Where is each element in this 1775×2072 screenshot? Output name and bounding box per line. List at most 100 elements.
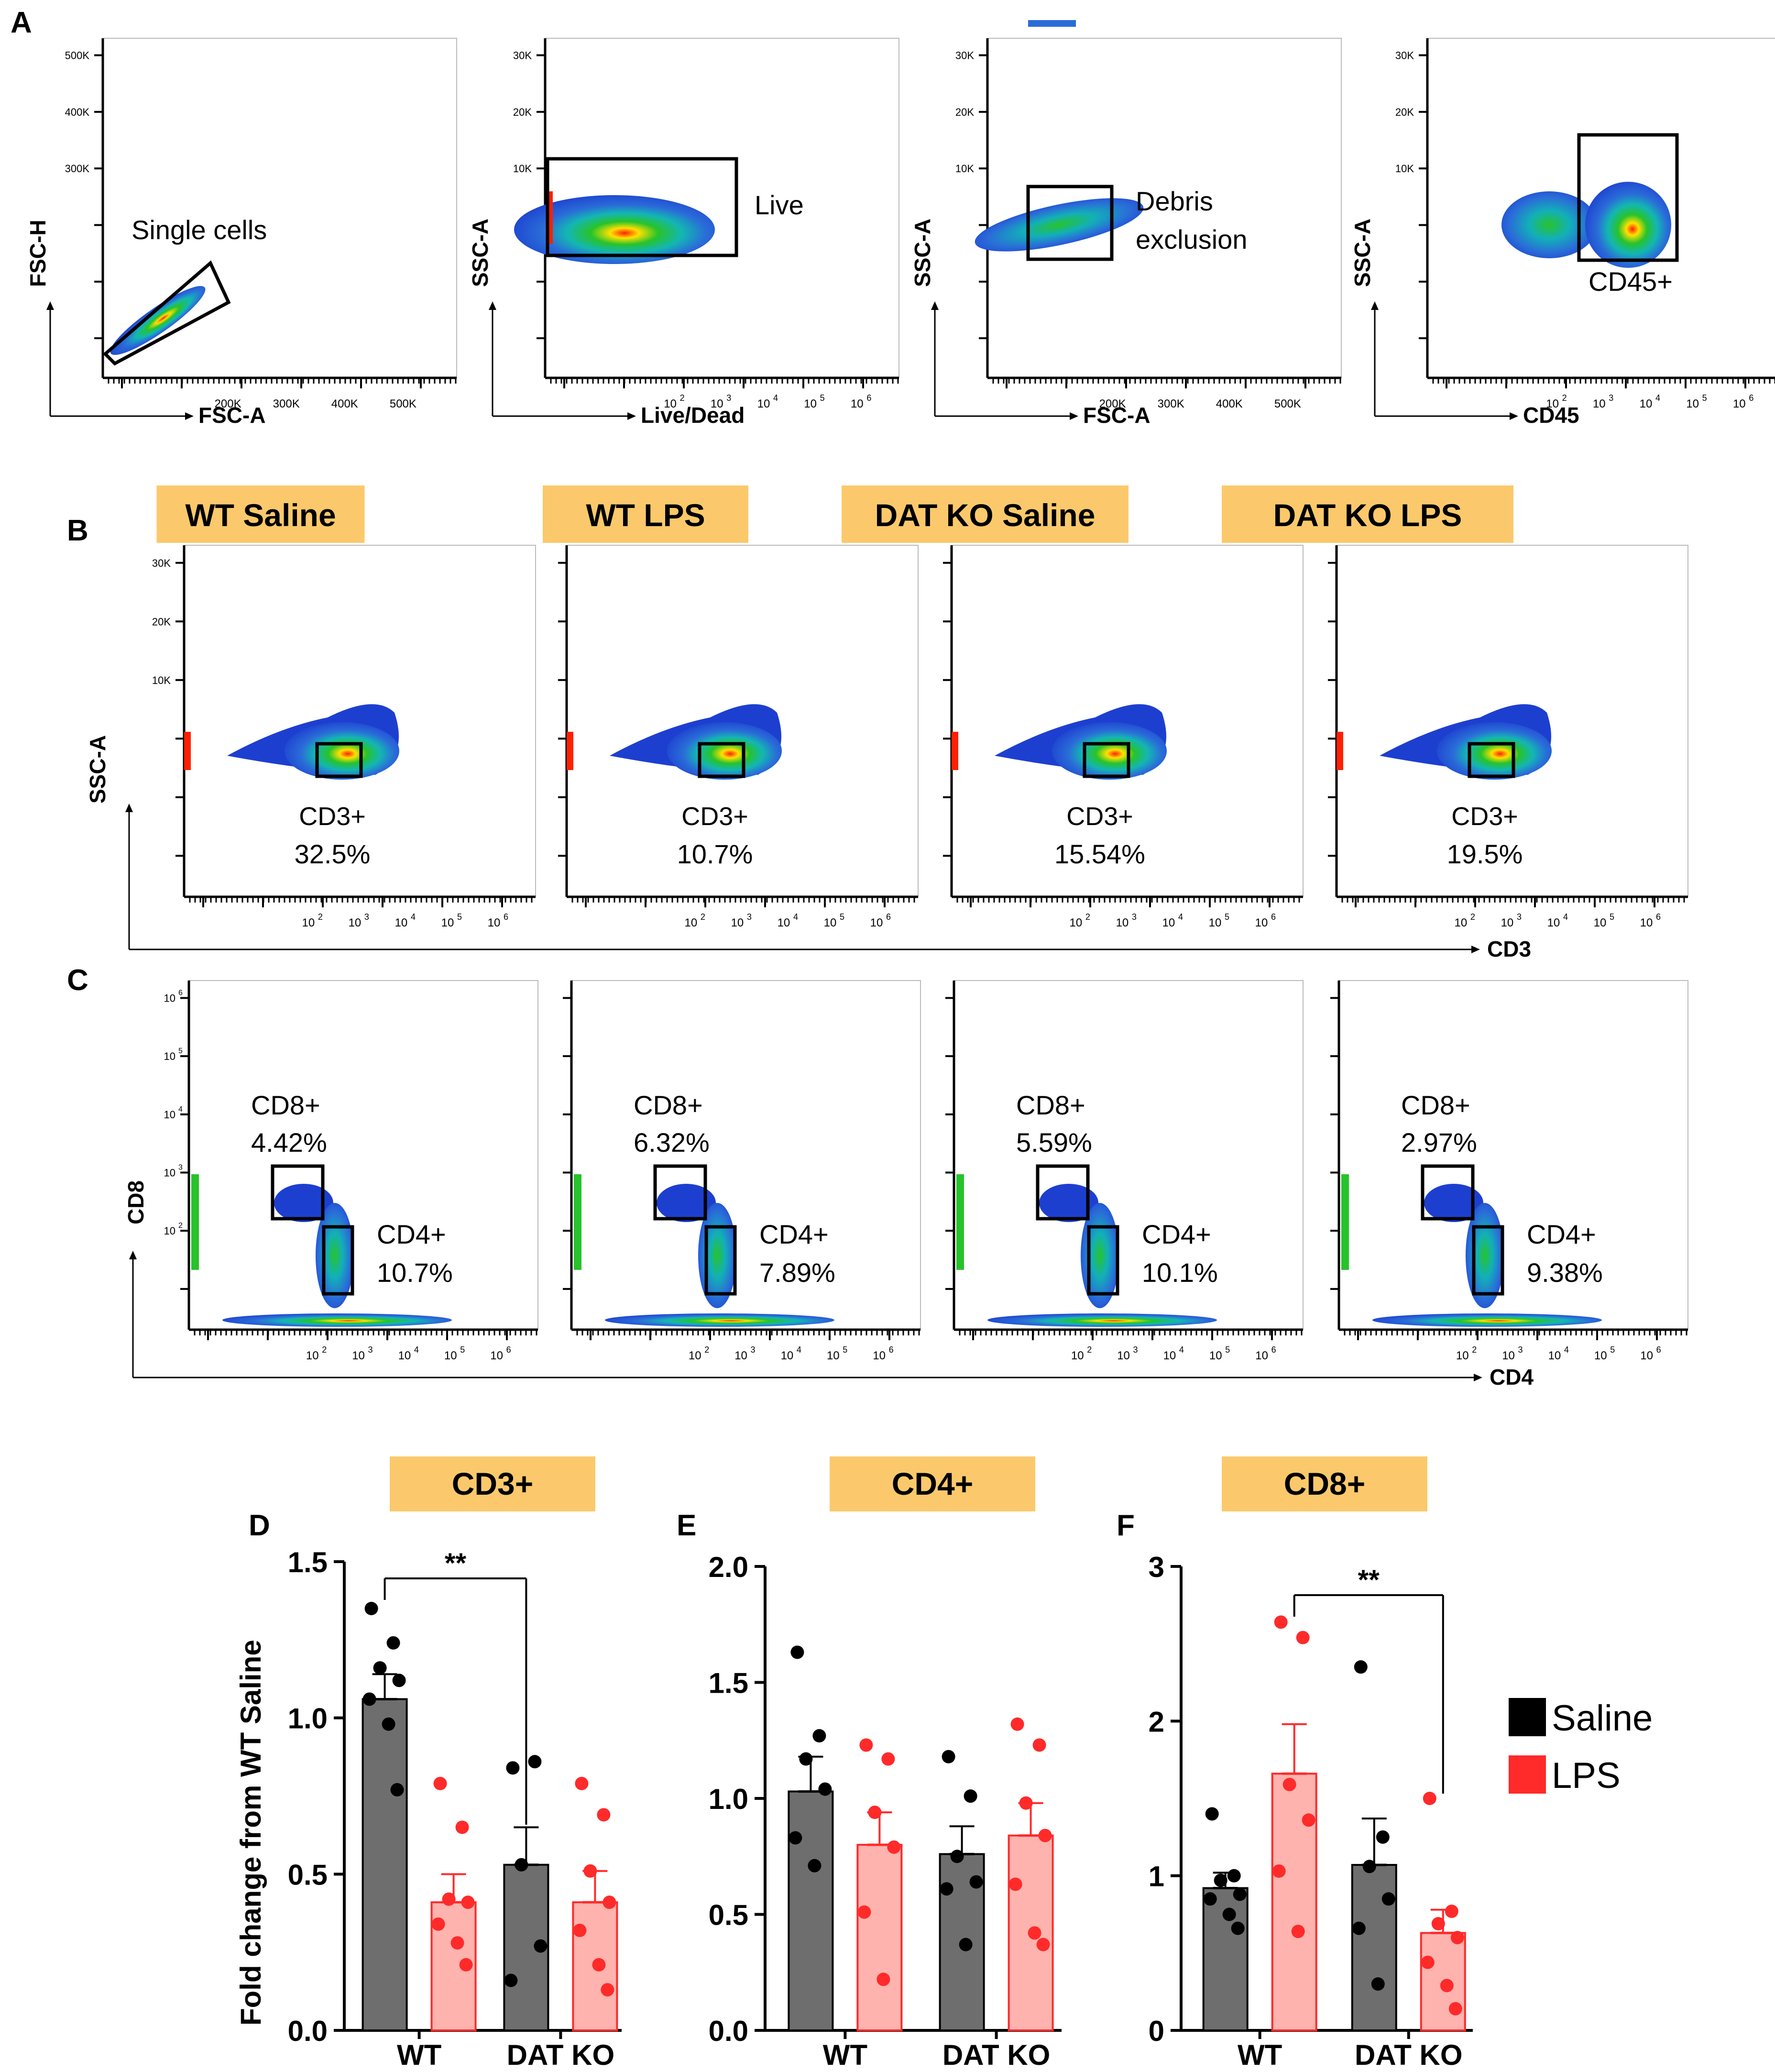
data-point <box>881 1752 895 1766</box>
x-tick-label: 10 <box>757 397 770 410</box>
x-tick-exponent: 6 <box>1656 912 1661 922</box>
data-point <box>1431 1917 1445 1930</box>
data-point <box>1205 1807 1219 1821</box>
gate-label: CD8+ <box>251 1090 320 1120</box>
x-tick-label: 10 <box>395 916 408 929</box>
data-point <box>364 1602 378 1615</box>
cd8-population <box>274 1184 333 1222</box>
y-tick-exponent: 2 <box>178 1222 183 1230</box>
data-point <box>1272 1864 1286 1878</box>
y-tick-exponent: 5 <box>178 1047 183 1055</box>
y-tick-label: 1.0 <box>709 1783 748 1815</box>
x-tick-exponent: 3 <box>1517 912 1522 922</box>
panel-a-plot-1: 500K 400K 300K 200K 300K 400K 500K FSC-A FSC-H Si… <box>25 38 457 428</box>
data-point <box>1423 1792 1436 1805</box>
x-category-label: WT <box>823 2039 867 2071</box>
x-tick-label: 10 <box>689 1349 701 1362</box>
density-edge <box>1337 732 1343 770</box>
x-tick-label: 10 <box>1640 1349 1653 1362</box>
x-tick-exponent: 2 <box>701 912 705 922</box>
cd8-population <box>1424 1184 1483 1222</box>
data-point <box>382 1717 395 1731</box>
data-point <box>1233 1887 1247 1901</box>
data-point <box>573 1923 587 1937</box>
gate-percent: 4.42% <box>251 1127 327 1157</box>
panel-letter: E <box>677 1509 696 1542</box>
y-tick-label: 10 <box>164 992 175 1004</box>
x-tick-exponent: 6 <box>889 1345 894 1355</box>
data-point <box>597 1808 611 1822</box>
x-tick-label: 500K <box>1274 397 1301 410</box>
y-tick-label: 10K <box>955 163 974 175</box>
x-tick-label: 10 <box>824 916 837 929</box>
y-tick-label: 1.5 <box>709 1667 748 1699</box>
y-tick-label: 0.0 <box>709 2015 748 2047</box>
bar-chart-E: CD4+ 0.0 0.5 1.0 1.5 2.0 WT DAT KO <box>709 1456 1062 2071</box>
gate-label: exclusion <box>1136 224 1247 254</box>
gate-percent: 15.54% <box>1054 839 1145 869</box>
density-population <box>1437 722 1552 780</box>
data-point <box>1028 1926 1041 1940</box>
data-point <box>1227 1869 1241 1883</box>
y-tick-label: 20K <box>1395 106 1414 118</box>
x-tick-exponent: 5 <box>1610 912 1614 922</box>
x-tick-exponent: 2 <box>704 1345 709 1355</box>
y-tick-exponent: 4 <box>178 1105 183 1113</box>
x-category-label: DAT KO <box>1355 2039 1463 2071</box>
data-point <box>390 1783 404 1796</box>
y-tick-label: 10 <box>164 1109 175 1121</box>
plot-frame <box>571 980 921 1330</box>
density-edge <box>184 732 191 770</box>
gate-label: Live <box>755 190 804 220</box>
gate-percent: 9.38% <box>1527 1257 1603 1288</box>
x-tick-label: 10 <box>349 916 362 929</box>
x-tick-label: 400K <box>331 397 358 410</box>
x-tick-exponent: 6 <box>506 1345 511 1355</box>
x-tick-label: 10 <box>302 916 315 929</box>
density-population <box>514 195 715 264</box>
x-tick-label: 10 <box>711 397 723 410</box>
x-tick-exponent: 2 <box>1085 912 1090 922</box>
data-point <box>1231 1921 1245 1935</box>
x-tick-label: 200K <box>1099 397 1126 410</box>
group-title: WT LPS <box>586 497 705 533</box>
gate-label: CD8+ <box>1016 1090 1085 1120</box>
data-point <box>1203 1892 1217 1906</box>
data-point <box>1421 1955 1435 1969</box>
y-tick-label: 30K <box>1395 50 1414 62</box>
y-tick-label: 1 <box>1149 1861 1164 1893</box>
data-point <box>362 1692 376 1706</box>
y-axis-label: CD8 <box>123 1180 148 1224</box>
data-point <box>1274 1615 1288 1629</box>
significance-label: ** <box>445 1548 467 1579</box>
x-tick-label: 500K <box>390 397 416 410</box>
x-tick-label: 10 <box>352 1349 365 1362</box>
x-tick-label: 10 <box>1162 916 1175 929</box>
cd4-gate <box>322 1225 354 1296</box>
data-point <box>818 1782 832 1796</box>
gate-percent: 10.7% <box>677 839 753 869</box>
x-tick-exponent: 5 <box>457 912 462 922</box>
gate-label: CD4+ <box>1142 1219 1211 1249</box>
y-axis-label: Fold change from WT Saline <box>235 1640 267 2026</box>
x-tick-exponent: 6 <box>866 393 871 403</box>
y-arrow-head <box>489 301 496 310</box>
x-axis-label: CD4 <box>1490 1365 1534 1389</box>
y-tick-label: 3 <box>1149 1551 1164 1583</box>
x-axis-label: Live/Dead <box>641 403 745 428</box>
gate-label: Single cells <box>131 215 267 245</box>
x-tick-exponent: 5 <box>1702 393 1707 403</box>
y-arrow-head <box>125 804 133 812</box>
x-tick-label: 10 <box>1640 916 1653 929</box>
x-tick-label: 10 <box>1594 1349 1607 1362</box>
data-point <box>1354 1660 1368 1674</box>
x-tick-label: 10 <box>1733 397 1746 410</box>
bar-lps <box>856 1844 903 2031</box>
y-tick-label: 30K <box>152 557 171 569</box>
y-tick-exponent: 3 <box>178 1164 183 1172</box>
data-point <box>877 1973 890 1986</box>
gate-label: CD45+ <box>1589 266 1673 297</box>
